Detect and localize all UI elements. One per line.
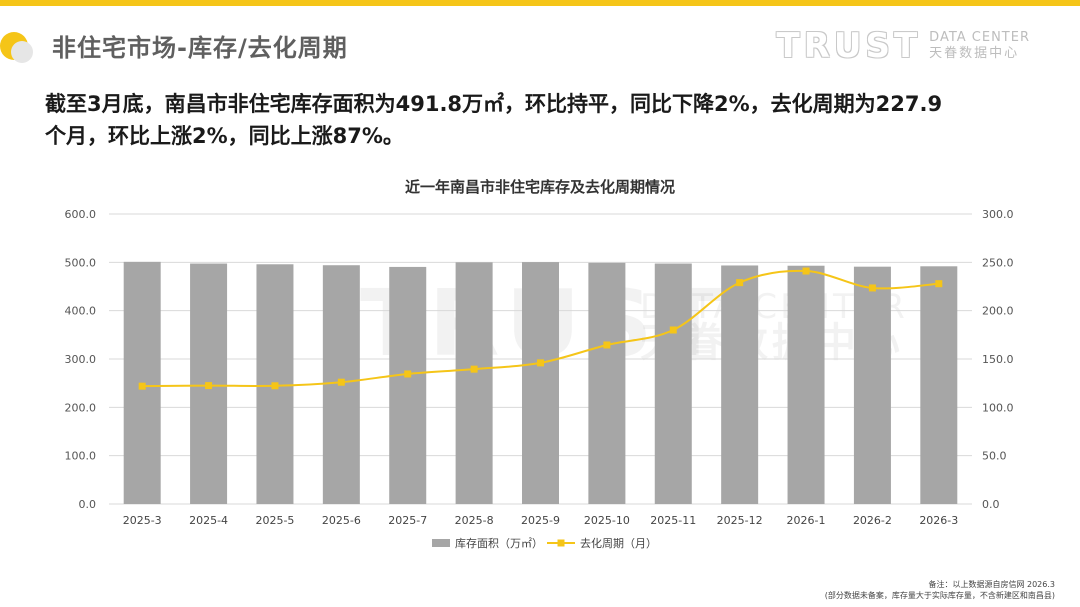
y-left-tick-label: 0.0 — [79, 498, 97, 511]
bar-inventory — [853, 266, 891, 504]
y-left-tick-label: 100.0 — [65, 450, 97, 463]
legend-line-label: 去化周期（月） — [580, 536, 657, 550]
bar-inventory — [920, 266, 958, 504]
legend-line-marker — [557, 539, 565, 547]
x-tick-label: 2026-1 — [787, 514, 826, 527]
line-marker-destocking — [736, 279, 744, 287]
brand-en-text: DATA CENTER — [929, 30, 1030, 45]
bar-inventory — [455, 262, 493, 504]
x-tick-label: 2025-10 — [584, 514, 630, 527]
line-marker-destocking — [138, 382, 146, 390]
x-tick-label: 2025-9 — [521, 514, 560, 527]
brand-subtitle: DATA CENTER 天眷数据中心 — [929, 30, 1030, 62]
chart-title: 近一年南昌市非住宅库存及去化周期情况 — [404, 178, 675, 196]
footnote-line-2: (部分数据未备案，库存量大于实际库存量，不含新建区和南昌县) — [824, 591, 1055, 600]
y-right-tick-label: 150.0 — [982, 353, 1014, 366]
x-tick-label: 2025-4 — [189, 514, 228, 527]
y-left-tick-label: 500.0 — [65, 256, 97, 269]
line-marker-destocking — [603, 341, 611, 349]
y-right-tick-label: 50.0 — [982, 450, 1007, 463]
line-marker-destocking — [404, 370, 412, 378]
top-accent-bar — [0, 0, 1080, 6]
bar-inventory — [389, 266, 427, 504]
brand-logo: TRUST DATA CENTER 天眷数据中心 — [777, 26, 1031, 66]
summary-line-2: 个月，环比上涨2%，同比上涨87%。 — [45, 124, 404, 148]
bar-inventory — [787, 265, 825, 504]
line-marker-destocking — [470, 365, 478, 373]
brand-cn-text: 天眷数据中心 — [929, 46, 1020, 61]
x-tick-label: 2025-6 — [322, 514, 361, 527]
y-left-tick-label: 200.0 — [65, 401, 97, 414]
summary-text: 截至3月底，南昌市非住宅库存面积为491.8万㎡，环比持平，同比下降2%，去化周… — [45, 88, 1045, 152]
x-tick-label: 2025-11 — [650, 514, 696, 527]
bar-inventory — [721, 265, 759, 504]
y-right-tick-label: 300.0 — [982, 208, 1014, 221]
x-tick-label: 2026-3 — [919, 514, 958, 527]
x-tick-label: 2025-5 — [255, 514, 294, 527]
x-tick-label: 2025-7 — [388, 514, 427, 527]
bar-inventory — [588, 262, 626, 504]
line-marker-destocking — [337, 378, 345, 386]
page-title: 非住宅市场-库存/去化周期 — [52, 34, 348, 62]
logo-icon — [0, 32, 33, 63]
line-marker-destocking — [802, 267, 810, 275]
bar-inventory — [654, 263, 692, 504]
line-marker-destocking — [935, 280, 943, 288]
y-right-tick-label: 200.0 — [982, 305, 1014, 318]
line-marker-destocking — [271, 382, 279, 390]
line-marker-destocking — [868, 284, 876, 292]
legend-bar-swatch — [432, 539, 450, 547]
line-marker-destocking — [205, 382, 213, 390]
footnote: 备注：以上数据源自房信网 2026.3 (部分数据未备案，库存量大于实际库存量，… — [825, 579, 1055, 601]
x-tick-label: 2025-12 — [717, 514, 763, 527]
y-right-tick-label: 0.0 — [982, 498, 1000, 511]
y-left-tick-label: 400.0 — [65, 305, 97, 318]
x-tick-label: 2026-2 — [853, 514, 892, 527]
summary-line-1: 截至3月底，南昌市非住宅库存面积为491.8万㎡，环比持平，同比下降2%，去化周… — [45, 92, 943, 116]
line-marker-destocking — [537, 359, 544, 367]
line-marker-destocking — [669, 326, 677, 334]
y-left-tick-label: 600.0 — [65, 208, 97, 221]
footnote-line-1: 备注：以上数据源自房信网 2026.3 — [928, 580, 1055, 589]
brand-trust-text: TRUST — [776, 26, 922, 66]
x-tick-label: 2025-3 — [123, 514, 162, 527]
logo-cloud-shape — [11, 41, 33, 63]
x-tick-label: 2025-8 — [455, 514, 494, 527]
bar-inventory — [522, 262, 559, 504]
y-left-tick-label: 300.0 — [65, 353, 97, 366]
y-right-tick-label: 100.0 — [982, 401, 1014, 414]
legend-bar-label: 库存面积（万㎡） — [455, 536, 543, 550]
y-right-tick-label: 250.0 — [982, 256, 1014, 269]
